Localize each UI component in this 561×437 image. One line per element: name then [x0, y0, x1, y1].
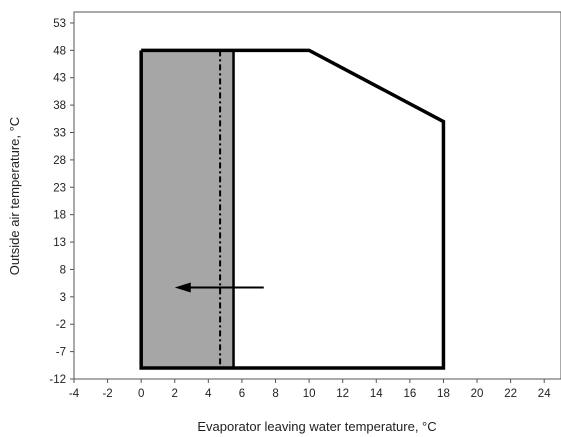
x-tick-label: 4	[205, 388, 212, 400]
y-tick-label: -7	[56, 347, 66, 359]
y-tick-label: -2	[56, 319, 66, 331]
x-tick-label: 0	[138, 388, 144, 400]
plot-frame	[73, 11, 561, 380]
y-tick-label: 18	[53, 210, 66, 222]
operating-envelope	[139, 48, 446, 370]
y-tick-label: 43	[53, 73, 66, 85]
x-tick-label: 12	[336, 388, 349, 400]
x-tick-label: 16	[403, 388, 416, 400]
y-tick-label: 3	[60, 292, 66, 304]
x-axis-ticks: -4 -2 0 2 4 6 8 10 12 14 16 18 20 22 24	[69, 379, 551, 400]
y-tick-label: 48	[53, 45, 66, 57]
y-tick-label: 28	[53, 155, 66, 167]
shaded-region	[141, 50, 234, 369]
x-tick-label: 18	[437, 388, 450, 400]
x-tick-label: 14	[370, 388, 383, 400]
x-tick-label: 24	[538, 388, 551, 400]
x-axis-label: Evaporator leaving water temperature, °C	[197, 419, 436, 434]
x-tick-label: 10	[303, 388, 316, 400]
arrowhead	[174, 282, 191, 293]
y-axis-label: Outside air temperature, °C	[7, 117, 22, 275]
y-tick-label: 38	[53, 100, 66, 112]
y-tick-label: 8	[60, 264, 66, 276]
x-tick-label: 8	[272, 388, 278, 400]
x-tick-label: 6	[239, 388, 245, 400]
y-tick-label: 23	[53, 182, 66, 194]
x-tick-label: 20	[471, 388, 484, 400]
x-tick-label: -2	[102, 388, 112, 400]
y-tick-label: 13	[53, 237, 66, 249]
y-tick-label: 53	[53, 18, 66, 30]
y-tick-label: 33	[53, 128, 66, 140]
y-tick-label: -12	[49, 374, 66, 386]
x-tick-label: 22	[504, 388, 517, 400]
x-tick-label: -4	[69, 388, 80, 400]
x-tick-label: 2	[172, 388, 178, 400]
